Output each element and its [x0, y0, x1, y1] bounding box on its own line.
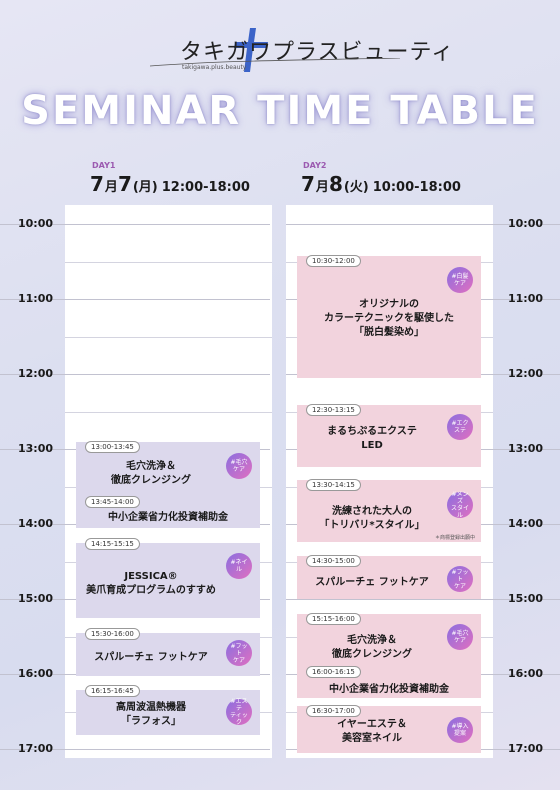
plus-cross-icon [234, 28, 268, 72]
session-time: 16:15-16:45 [85, 685, 140, 697]
hour-gridline [0, 374, 270, 375]
half-hour-gridline [65, 336, 272, 338]
tag-badge: #フット ケア [226, 640, 252, 666]
session-title: スパルーチェ フットケア [315, 577, 429, 588]
trademark-note: ＊商標登録出願中 [434, 535, 475, 541]
session-title: 毛穴洗浄＆ 徹底クレンジング [332, 635, 412, 660]
session-block[interactable]: 16:15-16:45 高周波温熱機器 「ラフォス」 #エステ ティック [76, 685, 260, 735]
session-time: 15:30-16:00 [85, 628, 140, 640]
hour-label: 14:00 [508, 517, 544, 530]
session-time: 13:45-14:00 [85, 496, 140, 508]
day1-dow: (月) [132, 180, 158, 195]
session-title: まるちぷるエクステ LED [327, 426, 417, 451]
hour-label: 16:00 [18, 667, 54, 680]
hour-label: 13:00 [508, 442, 544, 455]
tag-badge: #エクステ [447, 414, 473, 440]
session-block[interactable]: 13:30-14:15 洗練された大人の 「トリバリ*スタイル」 #メンズ スタ… [297, 479, 481, 542]
hour-label: 12:00 [18, 367, 54, 380]
hour-label: 10:00 [18, 217, 54, 230]
hour-label: 16:00 [508, 667, 544, 680]
half-hour-gridline [65, 261, 272, 263]
session-block[interactable]: 13:45-14:00 中小企業省力化投資補助金 [76, 496, 260, 528]
day1-day: 7 [117, 172, 132, 196]
hour-gridline [0, 299, 270, 300]
tag-badge: #毛穴ケア [226, 453, 252, 479]
hour-label: 15:00 [508, 592, 544, 605]
tag-badge: #毛穴ケア [447, 624, 473, 650]
hour-label: 13:00 [18, 442, 54, 455]
day2-time: 10:00-18:00 [372, 180, 461, 195]
session-title: 中小企業省力化投資補助金 [108, 512, 228, 523]
session-title: 毛穴洗浄＆ 徹底クレンジング [111, 461, 191, 486]
hour-gridline [0, 224, 270, 225]
tag-badge: #ネイル [226, 553, 252, 579]
hour-label: 15:00 [18, 592, 54, 605]
day2-day: 8 [328, 172, 343, 196]
session-block[interactable]: 10:30-12:00 オリジナルの カラーテクニックを駆使した 「脱白髪染め」… [297, 255, 481, 378]
hour-label: 10:00 [508, 217, 544, 230]
hour-gridline [286, 599, 560, 600]
session-time: 10:30-12:00 [306, 255, 361, 267]
tag-badge: #導入提案 [447, 717, 473, 743]
tag-badge: #白髪ケア [447, 267, 473, 293]
page-title: SEMINAR TIME TABLE [21, 88, 539, 134]
hour-label: 17:00 [18, 742, 54, 755]
session-title: スパルーチェ フットケア [94, 652, 208, 663]
day2-dow: (火) [343, 180, 369, 195]
session-time: 15:15-16:00 [306, 613, 361, 625]
brand-subtitle: takigawa.plus.beauty [182, 64, 247, 71]
session-time: 16:30-17:00 [306, 705, 361, 717]
brand-name: タキガワプラスビューティ [180, 40, 455, 65]
hour-gridline [286, 224, 560, 225]
hour-label: 11:00 [18, 292, 54, 305]
session-title: 洗練された大人の 「トリバリ*スタイル」 [319, 506, 425, 531]
day2-date: 7 月 8 (火) 10:00-18:00 [301, 172, 461, 196]
session-title: 中小企業省力化投資補助金 [329, 684, 449, 695]
day2-label: DAY2 [303, 161, 327, 170]
tag-badge: #フット ケア [447, 566, 473, 592]
session-block[interactable]: 12:30-13:15 まるちぷるエクステ LED #エクステ [297, 404, 481, 467]
tag-badge: #メンズ スタイル [447, 491, 473, 519]
session-title: オリジナルの カラーテクニックを駆使した 「脱白髪染め」 [324, 299, 454, 338]
day2-month-unit: 月 [315, 180, 329, 195]
session-time: 14:30-15:00 [306, 555, 361, 567]
session-block[interactable]: 15:30-16:00 スパルーチェ フットケア #フット ケア [76, 628, 260, 676]
session-block[interactable]: 13:00-13:45 毛穴洗浄＆ 徹底クレンジング #毛穴ケア [76, 441, 260, 500]
session-block[interactable]: 14:30-15:00 スパルーチェ フットケア #フット ケア [297, 555, 481, 599]
hour-label: 17:00 [508, 742, 544, 755]
day1-date: 7 月 7 (月) 12:00-18:00 [90, 172, 250, 196]
session-time: 13:00-13:45 [85, 441, 140, 453]
hour-label: 11:00 [508, 292, 544, 305]
session-block[interactable]: 16:30-17:00 イヤーエステ＆ 美容室ネイル #導入提案 [297, 705, 481, 753]
day1-month-unit: 月 [104, 180, 118, 195]
session-time: 16:00-16:15 [306, 666, 361, 678]
tag-badge: #エステ ティック [226, 698, 252, 726]
half-hour-gridline [65, 411, 272, 413]
day1-time: 12:00-18:00 [161, 180, 250, 195]
swoosh-decoration [150, 58, 400, 67]
brand-logo: タキガワプラスビューティ takigawa.plus.beauty [0, 28, 560, 78]
hour-label: 12:00 [508, 367, 544, 380]
session-title: イヤーエステ＆ 美容室ネイル [337, 719, 407, 744]
session-time: 13:30-14:15 [306, 479, 361, 491]
day2-month: 7 [301, 172, 315, 196]
session-block[interactable]: 15:15-16:00 毛穴洗浄＆ 徹底クレンジング #毛穴ケア [297, 613, 481, 670]
session-block[interactable]: 14:15-15:15 JESSICA® 美爪育成プログラムのすすめ #ネイル [76, 538, 260, 618]
session-time: 14:15-15:15 [85, 538, 140, 550]
hour-label: 14:00 [18, 517, 54, 530]
session-title: JESSICA® 美爪育成プログラムのすすめ [86, 571, 216, 596]
hour-gridline [0, 749, 270, 750]
session-time: 12:30-13:15 [306, 404, 361, 416]
session-title: 高周波温熱機器 「ラフォス」 [116, 702, 186, 727]
day1-label: DAY1 [92, 161, 116, 170]
session-block[interactable]: 16:00-16:15 中小企業省力化投資補助金 [297, 666, 481, 698]
day1-month: 7 [90, 172, 104, 196]
